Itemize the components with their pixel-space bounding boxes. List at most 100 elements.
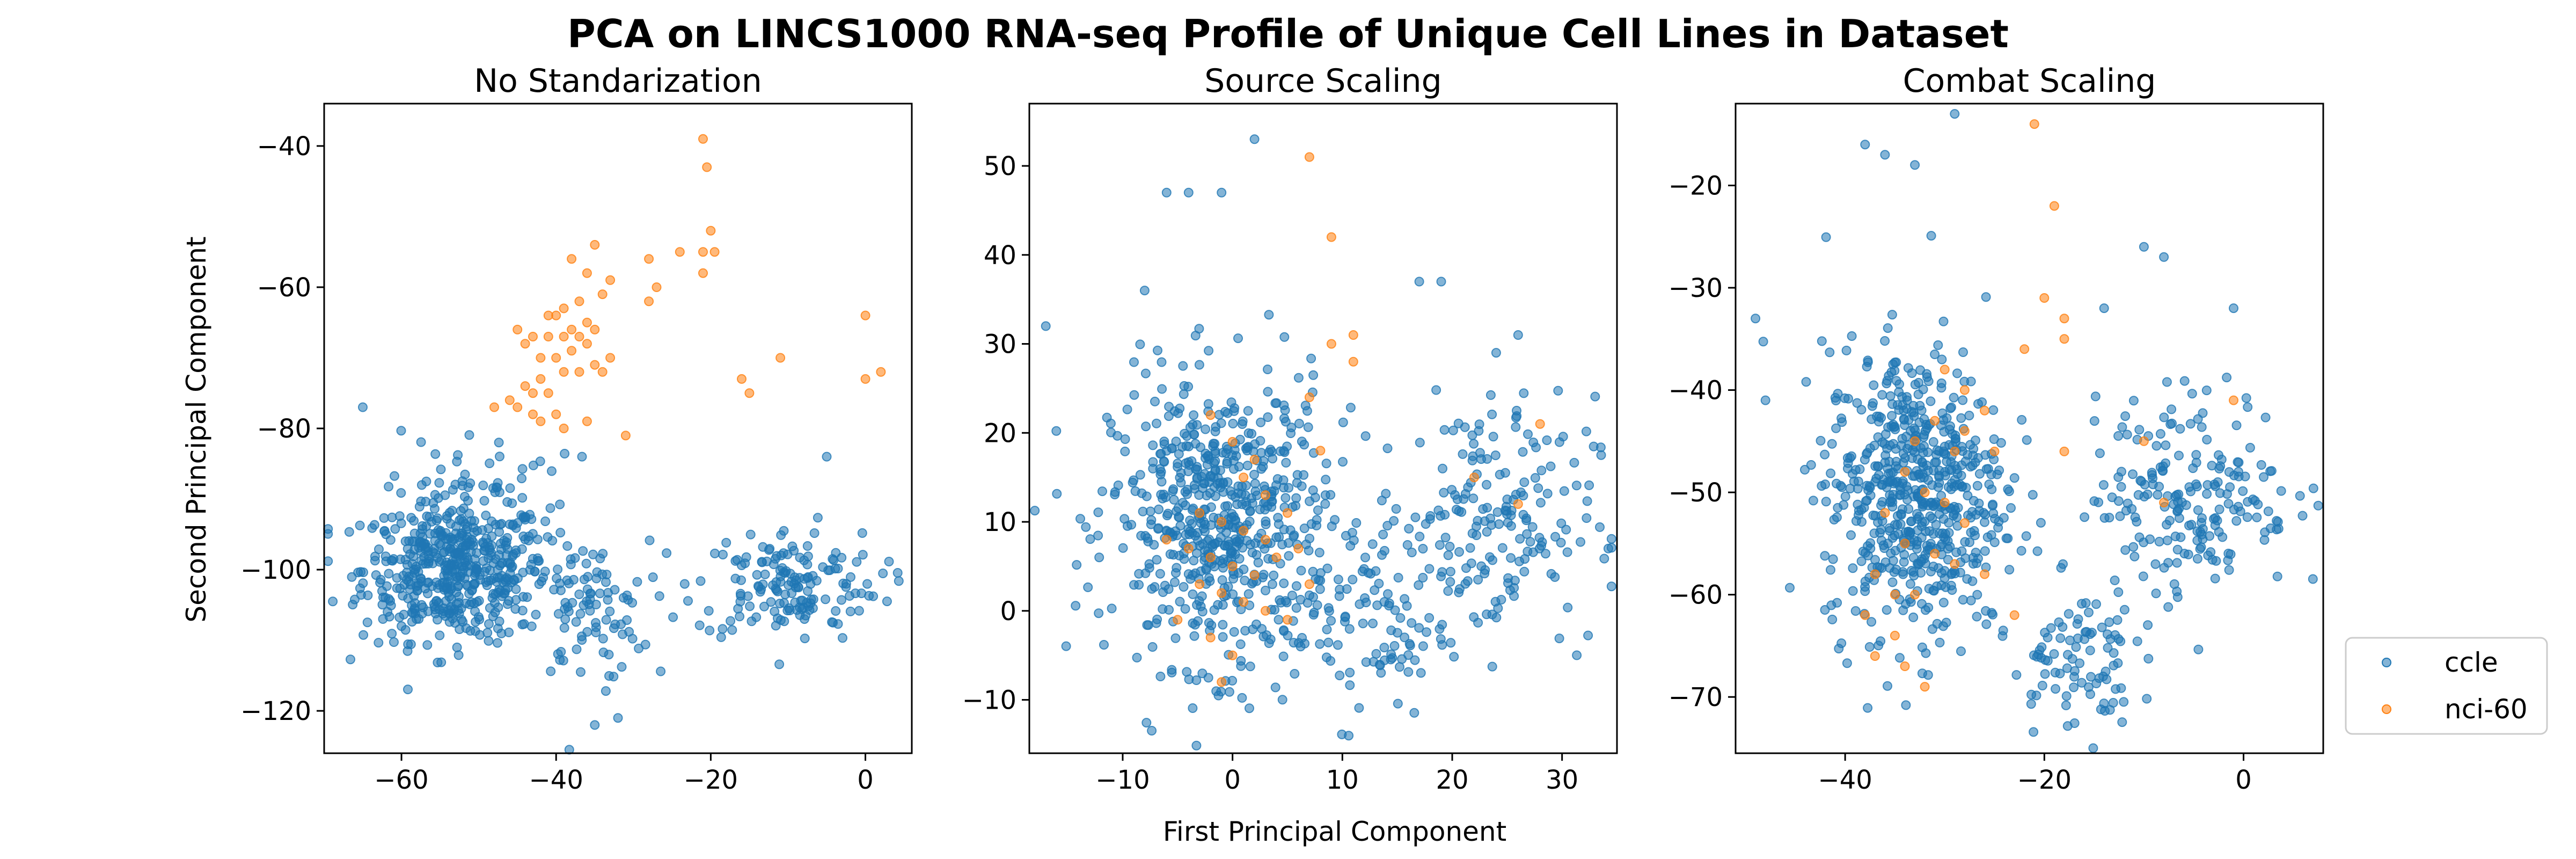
data-point-ccle bbox=[668, 612, 678, 622]
data-point-ccle bbox=[1850, 606, 1861, 616]
data-point-ccle bbox=[1382, 521, 1393, 531]
data-point-ccle bbox=[1561, 525, 1571, 535]
data-point-nci-60 bbox=[1293, 543, 1304, 554]
data-point-ccle bbox=[1874, 640, 1884, 651]
data-point-ccle bbox=[1296, 565, 1306, 576]
data-point-ccle bbox=[2055, 633, 2066, 643]
data-point-ccle bbox=[2224, 467, 2234, 477]
data-point-ccle bbox=[466, 560, 476, 571]
data-point-ccle bbox=[710, 548, 720, 558]
data-point-ccle bbox=[406, 639, 416, 649]
data-point-ccle bbox=[1495, 470, 1505, 479]
data-point-ccle bbox=[1264, 310, 1274, 320]
data-point-ccle bbox=[376, 574, 386, 585]
data-point-ccle bbox=[1120, 446, 1130, 456]
data-point-ccle bbox=[475, 570, 485, 580]
data-point-ccle bbox=[1864, 481, 1875, 491]
data-point-ccle bbox=[1972, 481, 1982, 491]
data-point-ccle bbox=[726, 616, 736, 626]
data-point-nci-60 bbox=[706, 225, 716, 236]
data-point-ccle bbox=[1187, 519, 1197, 529]
data-point-nci-60 bbox=[536, 374, 546, 384]
data-point-ccle bbox=[328, 596, 338, 607]
data-point-ccle bbox=[2026, 689, 2037, 700]
data-point-ccle bbox=[1306, 353, 1316, 363]
data-point-ccle bbox=[598, 549, 608, 559]
data-point-ccle bbox=[2091, 599, 2101, 609]
data-point-ccle bbox=[1966, 376, 1976, 387]
data-point-ccle bbox=[460, 541, 471, 551]
data-point-ccle bbox=[1200, 526, 1210, 536]
data-point-ccle bbox=[1925, 511, 1935, 521]
data-point-ccle bbox=[1910, 160, 1920, 170]
data-point-ccle bbox=[2207, 461, 2217, 471]
data-point-ccle bbox=[2006, 503, 2016, 513]
data-point-ccle bbox=[704, 606, 714, 616]
data-point-nci-60 bbox=[528, 409, 538, 419]
data-point-ccle bbox=[438, 606, 449, 616]
data-point-nci-60 bbox=[597, 367, 608, 377]
data-point-ccle bbox=[1963, 491, 1973, 501]
data-point-ccle bbox=[1279, 578, 1289, 588]
data-point-ccle bbox=[603, 595, 613, 605]
data-point-ccle bbox=[2017, 415, 2027, 425]
data-point-ccle bbox=[862, 579, 872, 589]
data-point-ccle bbox=[1848, 563, 1858, 573]
data-point-ccle bbox=[2165, 515, 2175, 526]
data-point-ccle bbox=[632, 577, 642, 587]
data-point-nci-60 bbox=[1227, 650, 1238, 660]
data-point-ccle bbox=[1488, 555, 1497, 565]
data-point-ccle bbox=[1563, 602, 1573, 613]
data-point-ccle bbox=[2151, 441, 2162, 451]
data-point-ccle bbox=[1205, 576, 1215, 586]
data-point-ccle bbox=[403, 685, 413, 695]
data-point-ccle bbox=[2117, 717, 2127, 727]
data-point-ccle bbox=[1192, 420, 1202, 430]
data-point-ccle bbox=[1407, 618, 1417, 628]
data-point-ccle bbox=[460, 469, 470, 479]
data-point-ccle bbox=[528, 460, 538, 470]
data-point-ccle bbox=[654, 591, 664, 601]
data-point-ccle bbox=[1478, 504, 1488, 514]
data-point-ccle bbox=[414, 501, 425, 512]
data-point-ccle bbox=[469, 522, 479, 533]
data-point-ccle bbox=[2197, 422, 2207, 432]
data-point-ccle bbox=[374, 638, 384, 648]
data-point-ccle bbox=[2086, 672, 2096, 682]
data-point-ccle bbox=[384, 482, 394, 492]
data-point-ccle bbox=[2193, 414, 2203, 424]
data-point-ccle bbox=[801, 610, 811, 621]
data-point-ccle bbox=[384, 569, 394, 579]
data-point-ccle bbox=[1848, 586, 1858, 596]
data-point-ccle bbox=[1918, 384, 1928, 395]
data-point-ccle bbox=[1576, 537, 1585, 547]
data-point-ccle bbox=[845, 606, 855, 616]
data-point-ccle bbox=[2129, 551, 2140, 562]
data-point-nci-60 bbox=[1890, 589, 1900, 600]
data-point-ccle bbox=[575, 609, 586, 619]
data-point-ccle bbox=[787, 541, 797, 551]
x-tick-label: 0 bbox=[2235, 765, 2252, 795]
data-point-ccle bbox=[1890, 545, 1900, 556]
data-point-ccle bbox=[1170, 577, 1180, 587]
data-point-ccle bbox=[743, 591, 753, 601]
data-point-ccle bbox=[1542, 489, 1553, 499]
data-point-ccle bbox=[588, 549, 598, 559]
data-point-ccle bbox=[1118, 543, 1128, 553]
data-point-ccle bbox=[1107, 603, 1117, 614]
data-point-ccle bbox=[1907, 453, 1917, 463]
data-point-ccle bbox=[740, 558, 750, 569]
data-point-ccle bbox=[878, 569, 888, 578]
data-point-ccle bbox=[648, 572, 658, 583]
data-point-ccle bbox=[813, 513, 823, 523]
data-point-nci-60 bbox=[2009, 610, 2019, 620]
data-point-ccle bbox=[358, 630, 369, 640]
y-tick-label: −20 bbox=[1668, 171, 1723, 201]
data-point-ccle bbox=[1534, 533, 1545, 543]
data-point-ccle bbox=[442, 564, 452, 574]
data-point-ccle bbox=[1326, 616, 1336, 626]
data-point-ccle bbox=[2135, 476, 2146, 485]
data-point-ccle bbox=[1345, 403, 1356, 413]
data-point-ccle bbox=[418, 559, 428, 569]
data-point-ccle bbox=[2113, 472, 2124, 482]
